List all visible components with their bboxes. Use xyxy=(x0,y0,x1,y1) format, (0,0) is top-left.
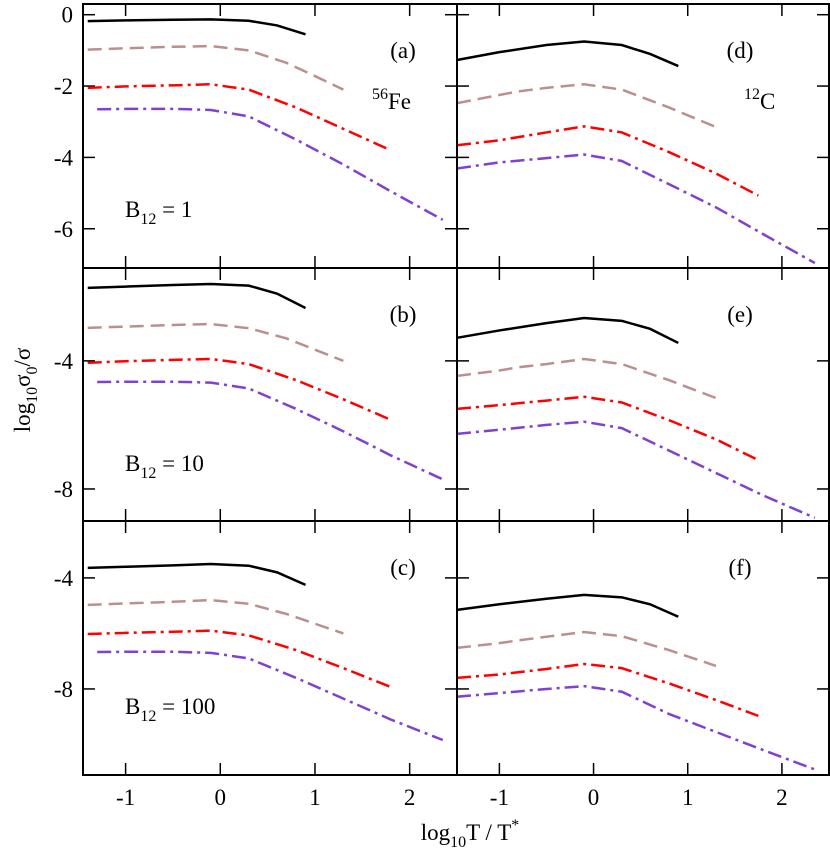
y-tick-label: -2 xyxy=(54,74,73,99)
nucleus-symbol: Fe xyxy=(388,89,411,114)
field-label: B12 = 1 xyxy=(125,197,192,228)
x-label-part: log xyxy=(421,820,451,845)
nucleus-label: 12C xyxy=(744,86,775,114)
y-label-part: /σ xyxy=(10,347,35,366)
data-line xyxy=(456,83,717,129)
y-label-part: log xyxy=(10,402,35,432)
y-tick-label: 0 xyxy=(62,3,74,28)
y-tick-label: -4 xyxy=(54,349,74,374)
field-label: B12 = 100 xyxy=(125,694,215,725)
data-line xyxy=(87,598,344,635)
nucleus-mass: 12 xyxy=(744,86,760,103)
y-tick-label: -4 xyxy=(54,566,74,591)
x-tick-label: 2 xyxy=(404,785,416,810)
data-line xyxy=(456,125,759,197)
field-symbol: B xyxy=(125,694,140,719)
field-subscript: 12 xyxy=(140,465,156,482)
data-line xyxy=(97,650,444,742)
x-tick-label: -1 xyxy=(490,785,509,810)
data-line xyxy=(456,684,816,771)
field-value: = 10 xyxy=(156,451,203,476)
data-line xyxy=(456,630,717,668)
panel-frame xyxy=(456,267,830,522)
y-label-part: 10 xyxy=(24,387,41,403)
panel-label: (e) xyxy=(727,302,753,327)
field-value: = 100 xyxy=(156,694,215,719)
y-label-part: 0 xyxy=(24,367,41,375)
panel-label: (b) xyxy=(390,302,417,327)
y-tick-label: -8 xyxy=(54,677,73,702)
data-line xyxy=(456,662,759,718)
data-line xyxy=(87,322,344,363)
x-tick-label: 0 xyxy=(215,785,227,810)
data-line xyxy=(87,562,307,586)
panel-label: (d) xyxy=(727,38,754,63)
x-label-part: 10 xyxy=(450,834,466,851)
y-tick-label: -4 xyxy=(54,145,74,170)
x-tick-label: 1 xyxy=(309,785,321,810)
data-line xyxy=(87,44,344,91)
field-value: = 1 xyxy=(156,197,192,222)
data-line xyxy=(456,316,679,345)
field-label: B12 = 10 xyxy=(125,451,204,482)
data-line xyxy=(456,40,679,68)
y-tick-label: -6 xyxy=(54,217,73,242)
data-line xyxy=(97,107,444,221)
nucleus-mass: 56 xyxy=(372,86,388,103)
data-line xyxy=(87,282,307,310)
data-line xyxy=(87,357,392,421)
nucleus-symbol: C xyxy=(760,89,775,114)
data-line xyxy=(456,395,759,462)
panel-label: (f) xyxy=(729,555,752,580)
x-label-part: T / T xyxy=(466,820,511,845)
x-tick-label: 1 xyxy=(682,785,694,810)
data-line xyxy=(456,420,816,519)
panel-frame xyxy=(456,520,830,776)
data-line xyxy=(87,18,306,36)
data-line xyxy=(456,357,717,400)
y-axis-label: log10σ0/σ xyxy=(10,347,41,432)
data-line xyxy=(97,380,444,481)
nucleus-label: 56Fe xyxy=(372,86,411,114)
data-line xyxy=(456,153,816,265)
field-subscript: 12 xyxy=(140,708,156,725)
field-subscript: 12 xyxy=(140,211,156,228)
field-symbol: B xyxy=(125,197,140,222)
x-axis-label: log10T / T* xyxy=(421,817,520,851)
data-line xyxy=(456,593,679,618)
x-tick-label: 0 xyxy=(588,785,600,810)
field-symbol: B xyxy=(125,451,140,476)
data-line xyxy=(87,629,392,689)
panel-label: (c) xyxy=(390,555,416,580)
x-tick-label: -1 xyxy=(116,785,135,810)
x-tick-label: 2 xyxy=(776,785,788,810)
panel-frame xyxy=(456,3,830,269)
y-tick-label: -8 xyxy=(54,477,73,502)
panel-label: (a) xyxy=(390,38,416,63)
data-line xyxy=(87,83,392,152)
y-label-part: σ xyxy=(10,374,35,387)
x-label-part: * xyxy=(511,817,519,834)
